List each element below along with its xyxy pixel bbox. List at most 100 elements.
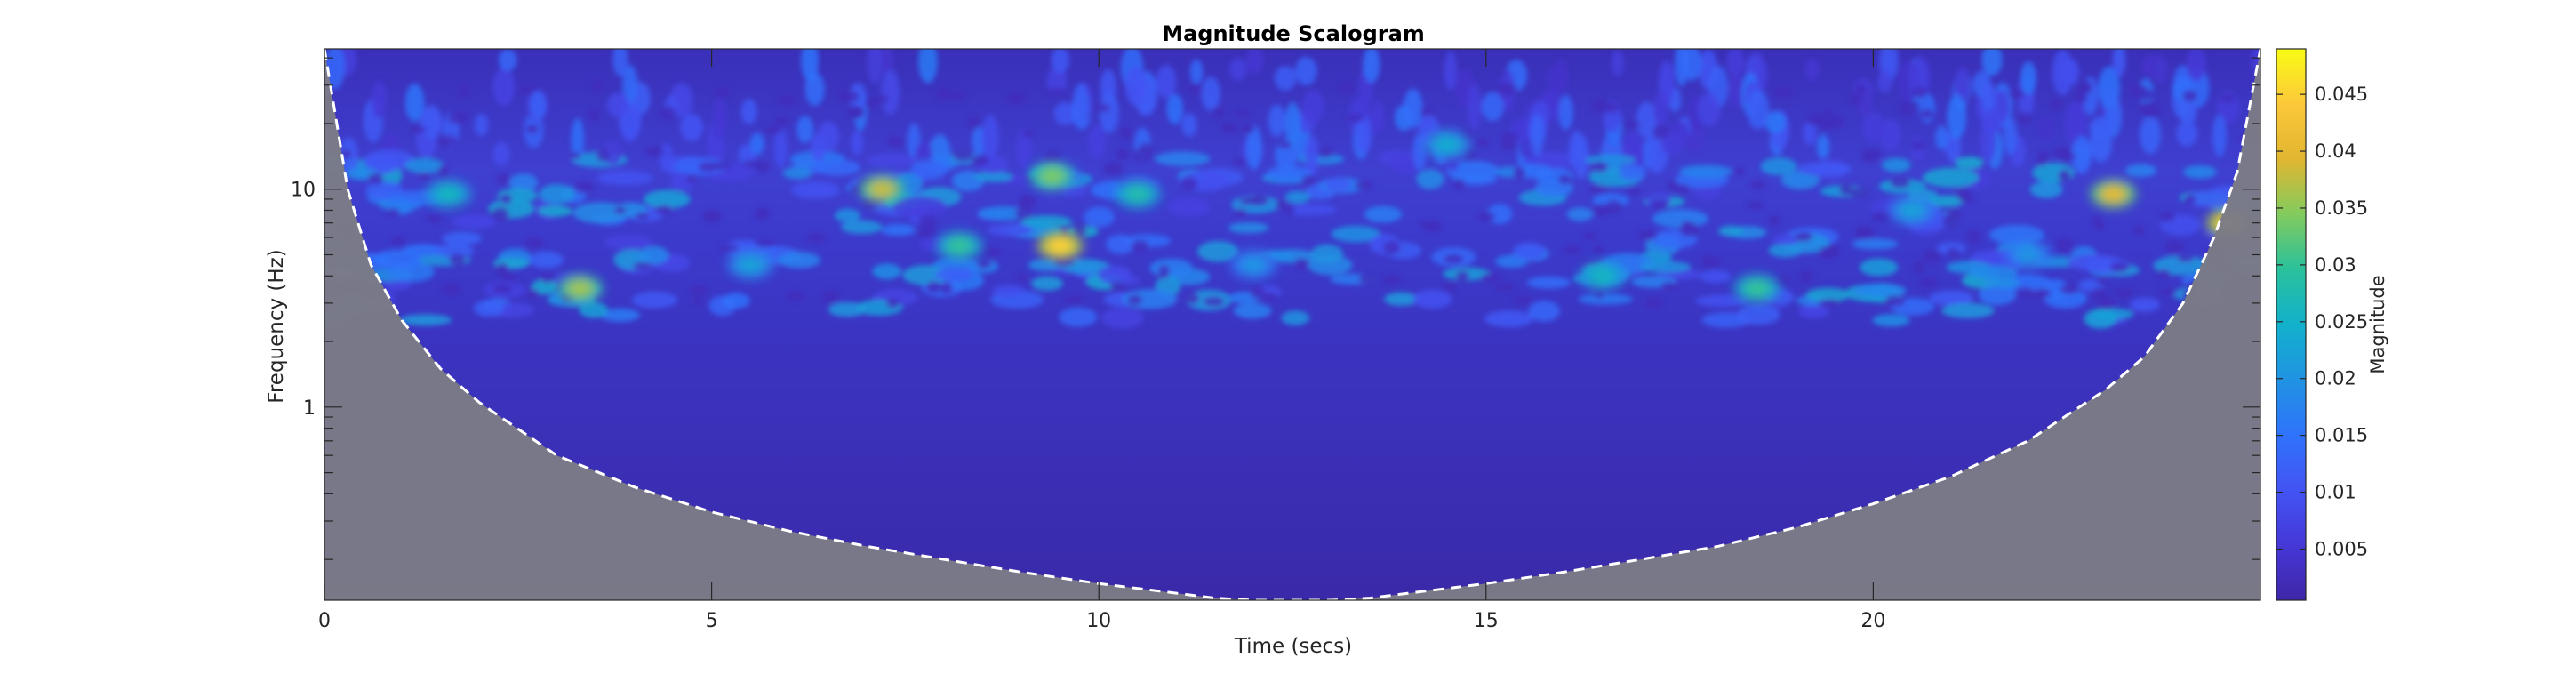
y-tick-label: 1 bbox=[303, 397, 316, 420]
scalogram-cell bbox=[1805, 287, 1851, 302]
scalogram-gap bbox=[491, 206, 509, 221]
scalogram-cell bbox=[381, 278, 411, 291]
scalogram-gap bbox=[1018, 194, 1037, 209]
scalogram-cell bbox=[712, 97, 727, 141]
scalogram-gap bbox=[1746, 201, 1765, 210]
scalogram-gap bbox=[839, 89, 851, 101]
scalogram-cell bbox=[1718, 225, 1744, 237]
scalogram-cell bbox=[918, 49, 938, 84]
scalogram-cell bbox=[1853, 283, 1907, 298]
scalogram-gap bbox=[526, 289, 540, 299]
scalogram-cell bbox=[1980, 108, 2003, 135]
scalogram-cell bbox=[1984, 277, 2020, 289]
scalogram-cell bbox=[1922, 167, 1980, 188]
scalogram-gap bbox=[1922, 249, 1942, 263]
scalogram-cell bbox=[1467, 84, 1482, 131]
scalogram-gap bbox=[1606, 102, 1620, 113]
scalogram-cell bbox=[813, 159, 860, 176]
scalogram-cell bbox=[740, 99, 757, 125]
scalogram-gap bbox=[886, 298, 900, 309]
scalogram-cell bbox=[1181, 113, 1197, 137]
scalogram-gap bbox=[821, 290, 839, 303]
scalogram-cell bbox=[1301, 90, 1324, 124]
x-axis: 0 5 10 15 20 bbox=[318, 49, 1885, 632]
scalogram-cell bbox=[1804, 59, 1820, 82]
scalogram-gap bbox=[1115, 148, 1129, 161]
scalogram-gap bbox=[1338, 81, 1356, 94]
scalogram-cell bbox=[1370, 101, 1385, 133]
scalogram-cell bbox=[1660, 132, 1684, 156]
scalogram-gap bbox=[1317, 147, 1334, 158]
x-axis-label: Time (secs) bbox=[1234, 635, 1352, 658]
scalogram-gap bbox=[936, 87, 953, 101]
scalogram-cell bbox=[1356, 116, 1372, 154]
scalogram-gap bbox=[2049, 98, 2063, 111]
scalogram-gap bbox=[1818, 299, 1840, 307]
scalogram-gap bbox=[982, 246, 1002, 258]
scalogram-cell bbox=[1882, 157, 1911, 173]
scalogram-cell bbox=[680, 113, 704, 141]
scalogram-cell bbox=[442, 231, 482, 245]
scalogram-cell bbox=[872, 263, 902, 280]
scalogram-gap bbox=[1250, 285, 1266, 300]
scalogram-cell bbox=[2089, 116, 2111, 140]
scalogram-gap bbox=[409, 125, 427, 134]
scalogram-gap bbox=[496, 262, 509, 277]
scalogram-gap bbox=[2034, 288, 2052, 299]
hotspot bbox=[1124, 185, 1151, 204]
scalogram-gap bbox=[1590, 161, 1609, 173]
scalogram-gap bbox=[2159, 211, 2175, 222]
scalogram-cell bbox=[1531, 115, 1544, 156]
scalogram-gap bbox=[501, 274, 517, 282]
hotspot bbox=[1743, 279, 1771, 298]
scalogram-gap bbox=[1109, 281, 1126, 292]
scalogram-cell bbox=[1101, 307, 1144, 329]
scalogram-gap bbox=[1474, 138, 1490, 147]
scalogram-cell bbox=[2029, 181, 2063, 198]
scalogram-gap bbox=[1093, 103, 1110, 113]
scalogram-gap bbox=[1513, 166, 1526, 180]
x-tick-label: 0 bbox=[318, 610, 331, 632]
scalogram-cell bbox=[398, 314, 452, 326]
scalogram-cell bbox=[773, 126, 788, 168]
scalogram-gap bbox=[2052, 147, 2073, 157]
scalogram-cell bbox=[880, 49, 894, 74]
scalogram-cell bbox=[1189, 59, 1204, 84]
scalogram-gap bbox=[524, 237, 545, 250]
scalogram-cell bbox=[2183, 165, 2217, 179]
scalogram-cell bbox=[782, 166, 812, 180]
scalogram-cell bbox=[2065, 100, 2087, 146]
scalogram-cell bbox=[1872, 314, 1910, 327]
scalogram-gap bbox=[1591, 100, 1612, 114]
cone-of-influence-line bbox=[324, 49, 2260, 600]
scalogram-gap bbox=[1204, 296, 1225, 307]
scalogram-gap bbox=[596, 149, 610, 162]
scalogram-gap bbox=[2017, 111, 2033, 124]
scalogram-cell bbox=[1031, 276, 1063, 291]
scalogram-cell bbox=[1578, 293, 1634, 305]
scalogram-gap bbox=[951, 91, 966, 101]
scalogram-cell bbox=[1981, 82, 1996, 116]
scalogram-gap bbox=[1604, 199, 1623, 213]
colorbar-tick-label: 0.015 bbox=[2315, 425, 2368, 446]
scalogram-gap bbox=[952, 148, 973, 162]
scalogram-gap bbox=[2096, 277, 2108, 285]
scalogram-cell bbox=[1149, 258, 1194, 277]
scalogram-cell bbox=[474, 113, 489, 136]
scalogram-gap bbox=[2128, 84, 2147, 96]
scalogram-gap bbox=[632, 261, 652, 270]
scalogram-cell bbox=[2140, 115, 2161, 155]
scalogram-gap bbox=[940, 281, 953, 295]
scalogram-cell bbox=[404, 157, 444, 173]
scalogram-gap bbox=[2054, 237, 2074, 253]
scalogram-cell bbox=[987, 223, 1034, 237]
scalogram-gap bbox=[1494, 282, 1515, 293]
scalogram-gap bbox=[1481, 272, 1501, 283]
scalogram-cell bbox=[1284, 102, 1301, 147]
scalogram-gap bbox=[849, 105, 863, 119]
colorbar-label: Magnitude bbox=[2367, 275, 2388, 373]
scalogram-gap bbox=[1848, 187, 1869, 198]
scalogram-cell bbox=[834, 208, 861, 223]
colorbar-tick-label: 0.02 bbox=[2315, 368, 2356, 389]
scalogram-cell bbox=[1688, 94, 1702, 132]
